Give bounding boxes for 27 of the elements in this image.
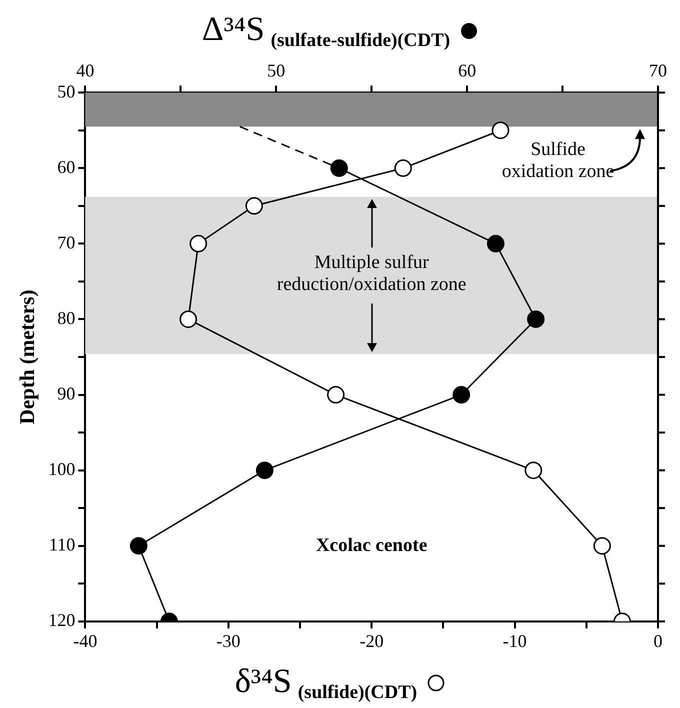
band-label: Multiple sulfur reduction/oxidation zone bbox=[276, 252, 466, 295]
x2-tick-label: 50 bbox=[267, 60, 286, 81]
point bbox=[190, 234, 208, 252]
x-tick-label: -10 bbox=[502, 630, 527, 651]
y-tick-label: 70 bbox=[57, 232, 76, 252]
x2-axis-title: Δ³⁴S$_{(sulfate-sulfide)(CDT)}$ bbox=[202, 10, 450, 50]
band-label: Sulfide oxidation zone bbox=[502, 139, 614, 182]
point bbox=[180, 310, 198, 328]
y-tick-label: 80 bbox=[57, 308, 76, 328]
y-tick-label: 110 bbox=[48, 534, 76, 555]
y-tick-label: 60 bbox=[57, 156, 76, 177]
y-tick-label: 50 bbox=[57, 81, 76, 102]
point bbox=[245, 197, 263, 215]
y-tick-label: 120 bbox=[48, 610, 76, 630]
x-axis-title: δ³⁴S$_{(sulfide)(CDT)}$ bbox=[234, 662, 418, 702]
x-tick-label: -20 bbox=[360, 630, 384, 651]
x-tick-label: -40 bbox=[73, 630, 98, 651]
x2-tick-label: 60 bbox=[458, 60, 476, 81]
y-tick-label: 100 bbox=[48, 459, 76, 480]
x2-tick-label: 70 bbox=[649, 60, 667, 81]
x2-tick-label: 40 bbox=[76, 60, 94, 81]
y-tick-label: 90 bbox=[57, 384, 76, 404]
point bbox=[492, 122, 510, 140]
y-axis-title: Depth (meters) bbox=[15, 290, 40, 424]
x-tick-label: 0 bbox=[654, 630, 662, 651]
x-tick-label: -30 bbox=[216, 630, 240, 651]
annotation: Xcolac cenote bbox=[316, 535, 428, 556]
